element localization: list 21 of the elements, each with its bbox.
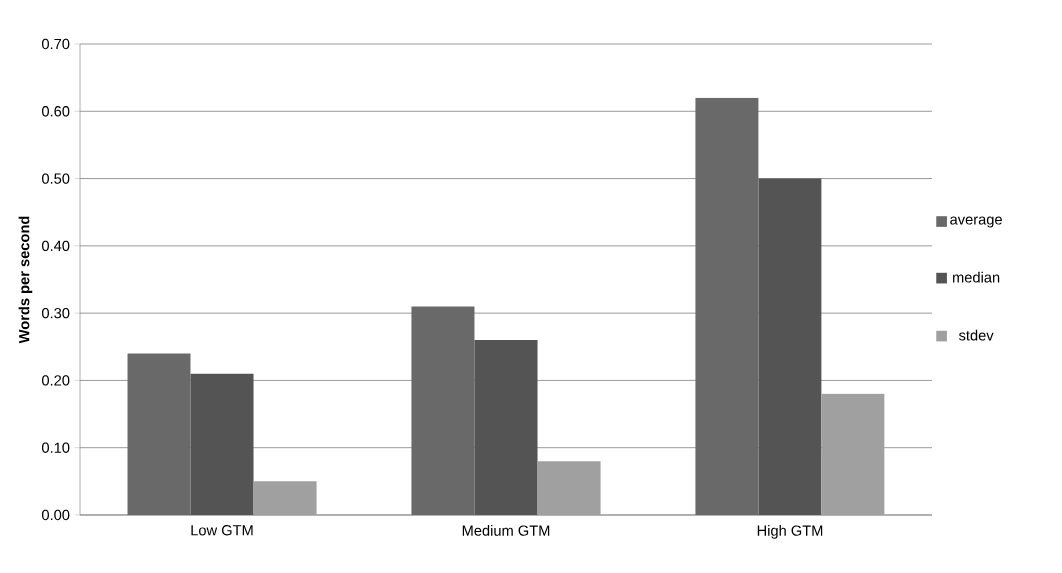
bar xyxy=(253,481,317,515)
y-tick-label: 0.40 xyxy=(41,240,70,252)
legend-label: median xyxy=(953,271,1000,283)
y-axis-title: Words per second xyxy=(18,216,33,344)
x-tick-label: High GTM xyxy=(757,525,823,539)
x-tick-label: Medium GTM xyxy=(462,525,550,536)
y-tick-label: 0.70 xyxy=(41,38,70,50)
y-tick-label: 0.30 xyxy=(41,307,70,319)
legend-label: average xyxy=(950,216,1002,228)
bar xyxy=(537,461,601,515)
y-tick-label: 0.60 xyxy=(41,106,70,117)
y-tick-label: 0.20 xyxy=(41,375,70,386)
y-tick-label: 0.10 xyxy=(41,442,70,453)
y-tick-label: 0.50 xyxy=(41,173,70,184)
x-tick-label: Low GTM xyxy=(191,525,253,536)
bar xyxy=(821,393,885,515)
y-tick-label: 0.00 xyxy=(41,509,70,521)
bar xyxy=(190,373,254,515)
bar xyxy=(474,340,538,515)
legend-label: stdev xyxy=(958,329,994,341)
bar xyxy=(758,178,822,515)
